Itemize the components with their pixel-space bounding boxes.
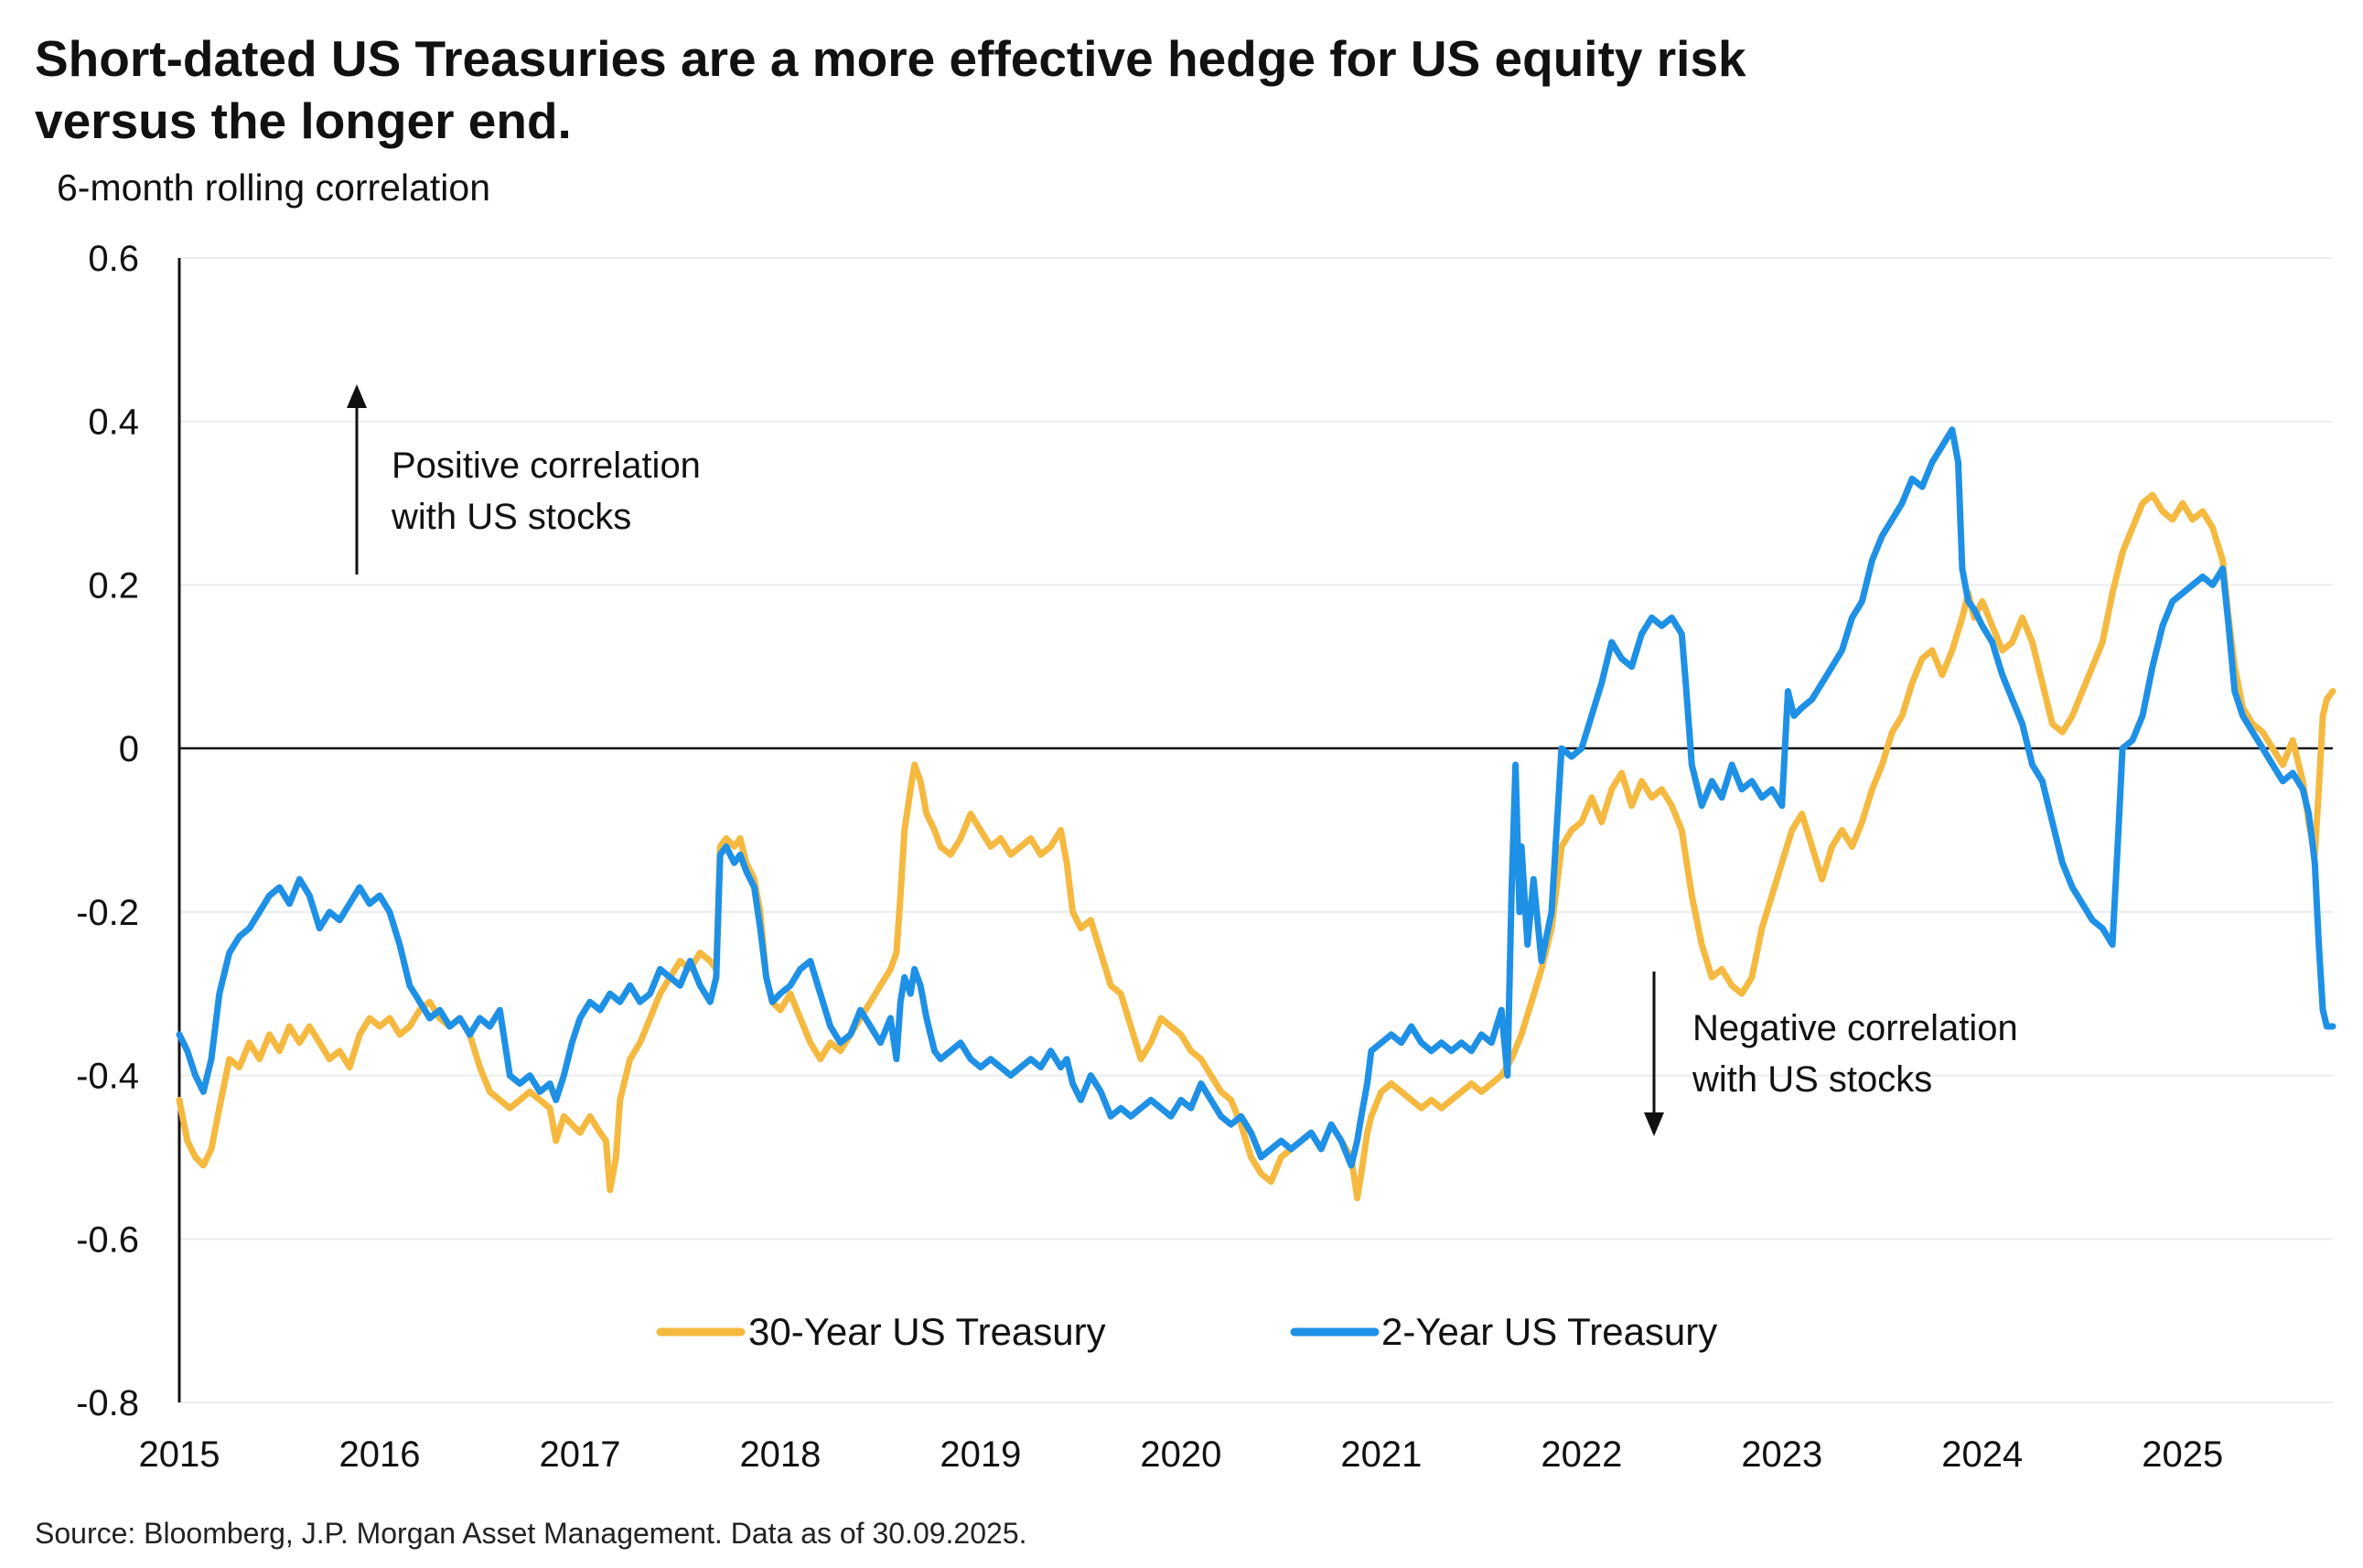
y-tick-label: 0 [119, 729, 139, 769]
y-tick-label: 0.4 [88, 403, 139, 443]
x-tick-label: 2022 [1541, 1434, 1622, 1475]
positive-annotation: Positive correlation with US stocks [347, 384, 701, 575]
x-tick-label: 2015 [139, 1434, 220, 1475]
chart-title-line-2: versus the longer end. [35, 92, 572, 149]
x-tick-label: 2021 [1340, 1434, 1422, 1475]
chart-title: Short-dated US Treasuries are a more eff… [35, 27, 2230, 152]
x-tick-label: 2019 [940, 1434, 1021, 1475]
negative-annotation: Negative correlation with US stocks [1644, 972, 2018, 1136]
series-line-2-year [176, 426, 2336, 1169]
legend-label-30y: 30-Year US Treasury [748, 1310, 1106, 1353]
y-tick-label: -0.8 [76, 1383, 139, 1423]
y-tick-label: 0.6 [88, 239, 139, 279]
x-tick-label: 2018 [739, 1434, 821, 1475]
legend: 30-Year US Treasury 2-Year US Treasury [656, 1310, 1717, 1353]
y-tick-label: -0.6 [76, 1219, 139, 1260]
grid-lines [179, 257, 2333, 1403]
up-arrow-head-icon [347, 384, 367, 408]
x-tick-label: 2023 [1741, 1434, 1822, 1475]
y-axis-ticks: 0.6 0.4 0.2 0 -0.2 -0.4 -0.6 -0.8 [76, 239, 139, 1423]
legend-label-2y: 2-Year US Treasury [1381, 1310, 1717, 1353]
x-tick-label: 2025 [2142, 1434, 2223, 1475]
y-tick-label: -0.4 [76, 1057, 139, 1097]
x-axis-ticks: 2015 2016 2017 2018 2019 2020 2021 2022 2023 2024… [139, 1434, 2224, 1475]
chart-title-line-1: Short-dated US Treasuries are a more eff… [35, 30, 1746, 87]
x-tick-label: 2017 [539, 1434, 620, 1475]
negative-annotation-line-2: with US stocks [1692, 1059, 1932, 1100]
down-arrow-head-icon [1644, 1112, 1664, 1136]
series-lines [176, 426, 2336, 1202]
positive-annotation-line-2: with US stocks [391, 497, 631, 537]
negative-annotation-line-1: Negative correlation [1692, 1008, 2018, 1048]
y-axis-subtitle: 6-month rolling correlation [57, 166, 491, 209]
x-tick-label: 2016 [338, 1434, 420, 1475]
x-tick-label: 2024 [1941, 1434, 2023, 1475]
x-tick-label: 2020 [1140, 1434, 1221, 1475]
y-tick-label: -0.2 [76, 893, 139, 933]
positive-annotation-line-1: Positive correlation [392, 446, 701, 486]
series-line-30-year [176, 491, 2336, 1202]
source-note: Source: Bloomberg, J.P. Morgan Asset Man… [35, 1517, 1027, 1550]
y-tick-label: 0.2 [88, 565, 139, 606]
